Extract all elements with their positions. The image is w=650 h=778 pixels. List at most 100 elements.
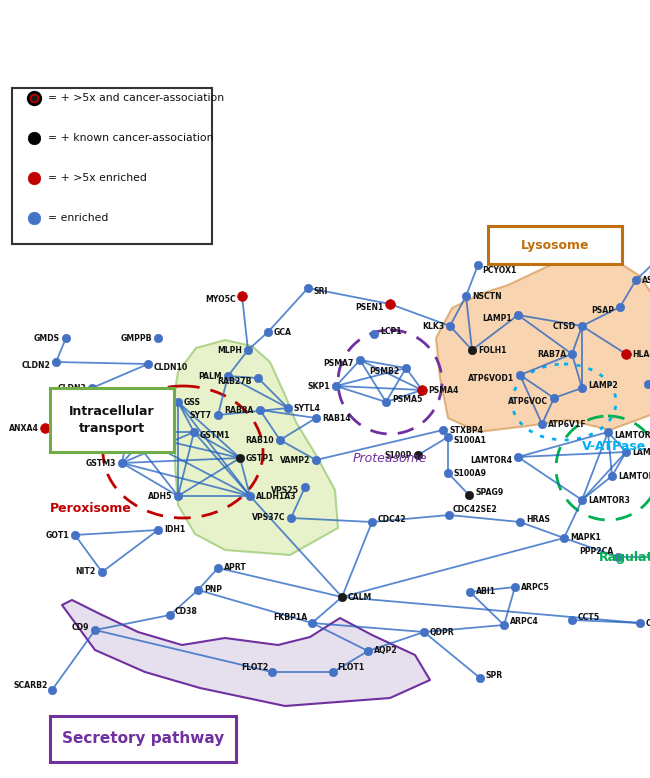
Text: CALML3: CALML3	[646, 619, 650, 628]
Text: Lysosome: Lysosome	[521, 239, 590, 251]
Text: GSTP1: GSTP1	[246, 454, 274, 462]
Text: SYTL4: SYTL4	[294, 404, 321, 412]
Text: HLA-DR15: HLA-DR15	[632, 349, 650, 359]
Text: MLPH: MLPH	[217, 345, 242, 355]
Text: CCT5: CCT5	[578, 612, 600, 622]
Text: APRT: APRT	[224, 563, 247, 573]
Text: Peroxisome: Peroxisome	[50, 502, 132, 514]
Text: CTSD: CTSD	[553, 321, 576, 331]
Text: GSTM1: GSTM1	[200, 430, 231, 440]
Polygon shape	[62, 600, 430, 706]
Text: HRAS: HRAS	[526, 514, 550, 524]
Text: SCARB2: SCARB2	[14, 681, 48, 689]
Text: IDH1: IDH1	[164, 525, 185, 534]
Text: FLOT1: FLOT1	[337, 663, 364, 671]
Text: CLDN3: CLDN3	[57, 384, 86, 392]
Text: PSMB2: PSMB2	[370, 366, 400, 376]
Text: GSTM3: GSTM3	[86, 458, 116, 468]
Text: Intracellular
transport: Intracellular transport	[69, 405, 155, 435]
FancyBboxPatch shape	[50, 388, 174, 452]
Text: VAMP2: VAMP2	[280, 455, 310, 464]
FancyBboxPatch shape	[488, 226, 622, 264]
Text: AQP2: AQP2	[374, 647, 398, 656]
Text: CDC42SE2: CDC42SE2	[453, 506, 498, 514]
Text: LAMTOR4: LAMTOR4	[470, 455, 512, 464]
Text: RAB8A: RAB8A	[225, 405, 254, 415]
Text: Secretory pathway: Secretory pathway	[62, 731, 224, 747]
Text: CLDN10: CLDN10	[154, 363, 188, 372]
Text: ATP6VOD1: ATP6VOD1	[468, 373, 514, 383]
Text: GOT1: GOT1	[46, 531, 69, 539]
Text: ALDH1A3: ALDH1A3	[256, 492, 296, 500]
Text: PNP: PNP	[204, 586, 222, 594]
Text: CLDN2: CLDN2	[21, 360, 50, 370]
Text: STXBP4: STXBP4	[449, 426, 483, 434]
Text: NSCTN: NSCTN	[472, 292, 502, 300]
Text: ATP6VOC: ATP6VOC	[508, 397, 548, 405]
Text: PSMA7: PSMA7	[324, 359, 354, 367]
Text: MYO5C: MYO5C	[205, 295, 236, 303]
Polygon shape	[436, 254, 650, 432]
Text: S100P: S100P	[385, 450, 412, 460]
Text: SYT7: SYT7	[190, 411, 212, 419]
Text: GCA: GCA	[274, 328, 292, 337]
FancyBboxPatch shape	[50, 716, 236, 762]
Text: LAMP1: LAMP1	[482, 314, 512, 323]
Text: FOLH1: FOLH1	[478, 345, 506, 355]
Text: ARPC5: ARPC5	[521, 583, 550, 591]
Text: Ragulator: Ragulator	[599, 552, 650, 565]
Text: GMDS: GMDS	[34, 334, 60, 342]
Text: LAMTOR3: LAMTOR3	[588, 496, 630, 504]
Text: PSEN1: PSEN1	[356, 303, 384, 311]
Text: MAPK1: MAPK1	[570, 534, 601, 542]
Text: GMPPB: GMPPB	[120, 334, 152, 342]
FancyBboxPatch shape	[12, 88, 212, 244]
Text: CD9: CD9	[72, 622, 89, 632]
Text: LAMTOR5: LAMTOR5	[618, 471, 650, 481]
Text: LCP1: LCP1	[380, 327, 402, 335]
Text: CDC42: CDC42	[378, 514, 407, 524]
Text: = enriched: = enriched	[48, 213, 109, 223]
Text: NIT2: NIT2	[76, 567, 96, 576]
Text: S100A9: S100A9	[454, 468, 487, 478]
Text: S100A1: S100A1	[454, 436, 487, 444]
Text: = + >5x enriched: = + >5x enriched	[48, 173, 147, 183]
Text: LAMTOR2: LAMTOR2	[632, 447, 650, 457]
Polygon shape	[174, 340, 338, 555]
Text: ADH5: ADH5	[148, 492, 172, 500]
Text: PCYOX1: PCYOX1	[482, 265, 516, 275]
Text: ANXA4: ANXA4	[9, 423, 39, 433]
Text: CALM: CALM	[348, 593, 372, 601]
Text: = + >5x and cancer-association: = + >5x and cancer-association	[48, 93, 224, 103]
Text: GSS: GSS	[184, 398, 201, 406]
Text: LAMP2: LAMP2	[588, 380, 618, 390]
Text: PPP2CA: PPP2CA	[580, 548, 614, 556]
Text: RAB10: RAB10	[246, 436, 274, 444]
Text: ASAH1: ASAH1	[642, 275, 650, 285]
Text: ABI1: ABI1	[476, 587, 496, 597]
Text: PSAP: PSAP	[591, 306, 614, 314]
Text: PALM: PALM	[198, 372, 222, 380]
Text: FLOT2: FLOT2	[240, 663, 268, 671]
Text: KLK3: KLK3	[422, 321, 444, 331]
Text: RAB27B: RAB27B	[218, 377, 252, 386]
Text: PSMA5: PSMA5	[392, 394, 422, 404]
Text: CD38: CD38	[175, 608, 198, 616]
Text: SPAG9: SPAG9	[475, 488, 503, 496]
Text: = + known cancer-association: = + known cancer-association	[48, 133, 213, 143]
Text: VPS37C: VPS37C	[252, 513, 285, 523]
Text: ARPC4: ARPC4	[510, 618, 539, 626]
Text: V-ATPase: V-ATPase	[582, 440, 646, 453]
Text: FKBP1A: FKBP1A	[274, 614, 308, 622]
Text: PSMA4: PSMA4	[428, 386, 458, 394]
Text: SKP1: SKP1	[307, 381, 330, 391]
Text: ATP6V1F: ATP6V1F	[548, 419, 586, 429]
Text: GP2: GP2	[105, 427, 122, 436]
Text: RAB7A: RAB7A	[537, 349, 566, 359]
Text: VPS25: VPS25	[271, 485, 299, 495]
Text: Proteasome: Proteasome	[353, 452, 427, 465]
Text: RAB14: RAB14	[322, 413, 351, 422]
Text: QDPR: QDPR	[430, 628, 455, 636]
Text: SPR: SPR	[486, 671, 503, 679]
Text: LAMTOR1: LAMTOR1	[614, 430, 650, 440]
